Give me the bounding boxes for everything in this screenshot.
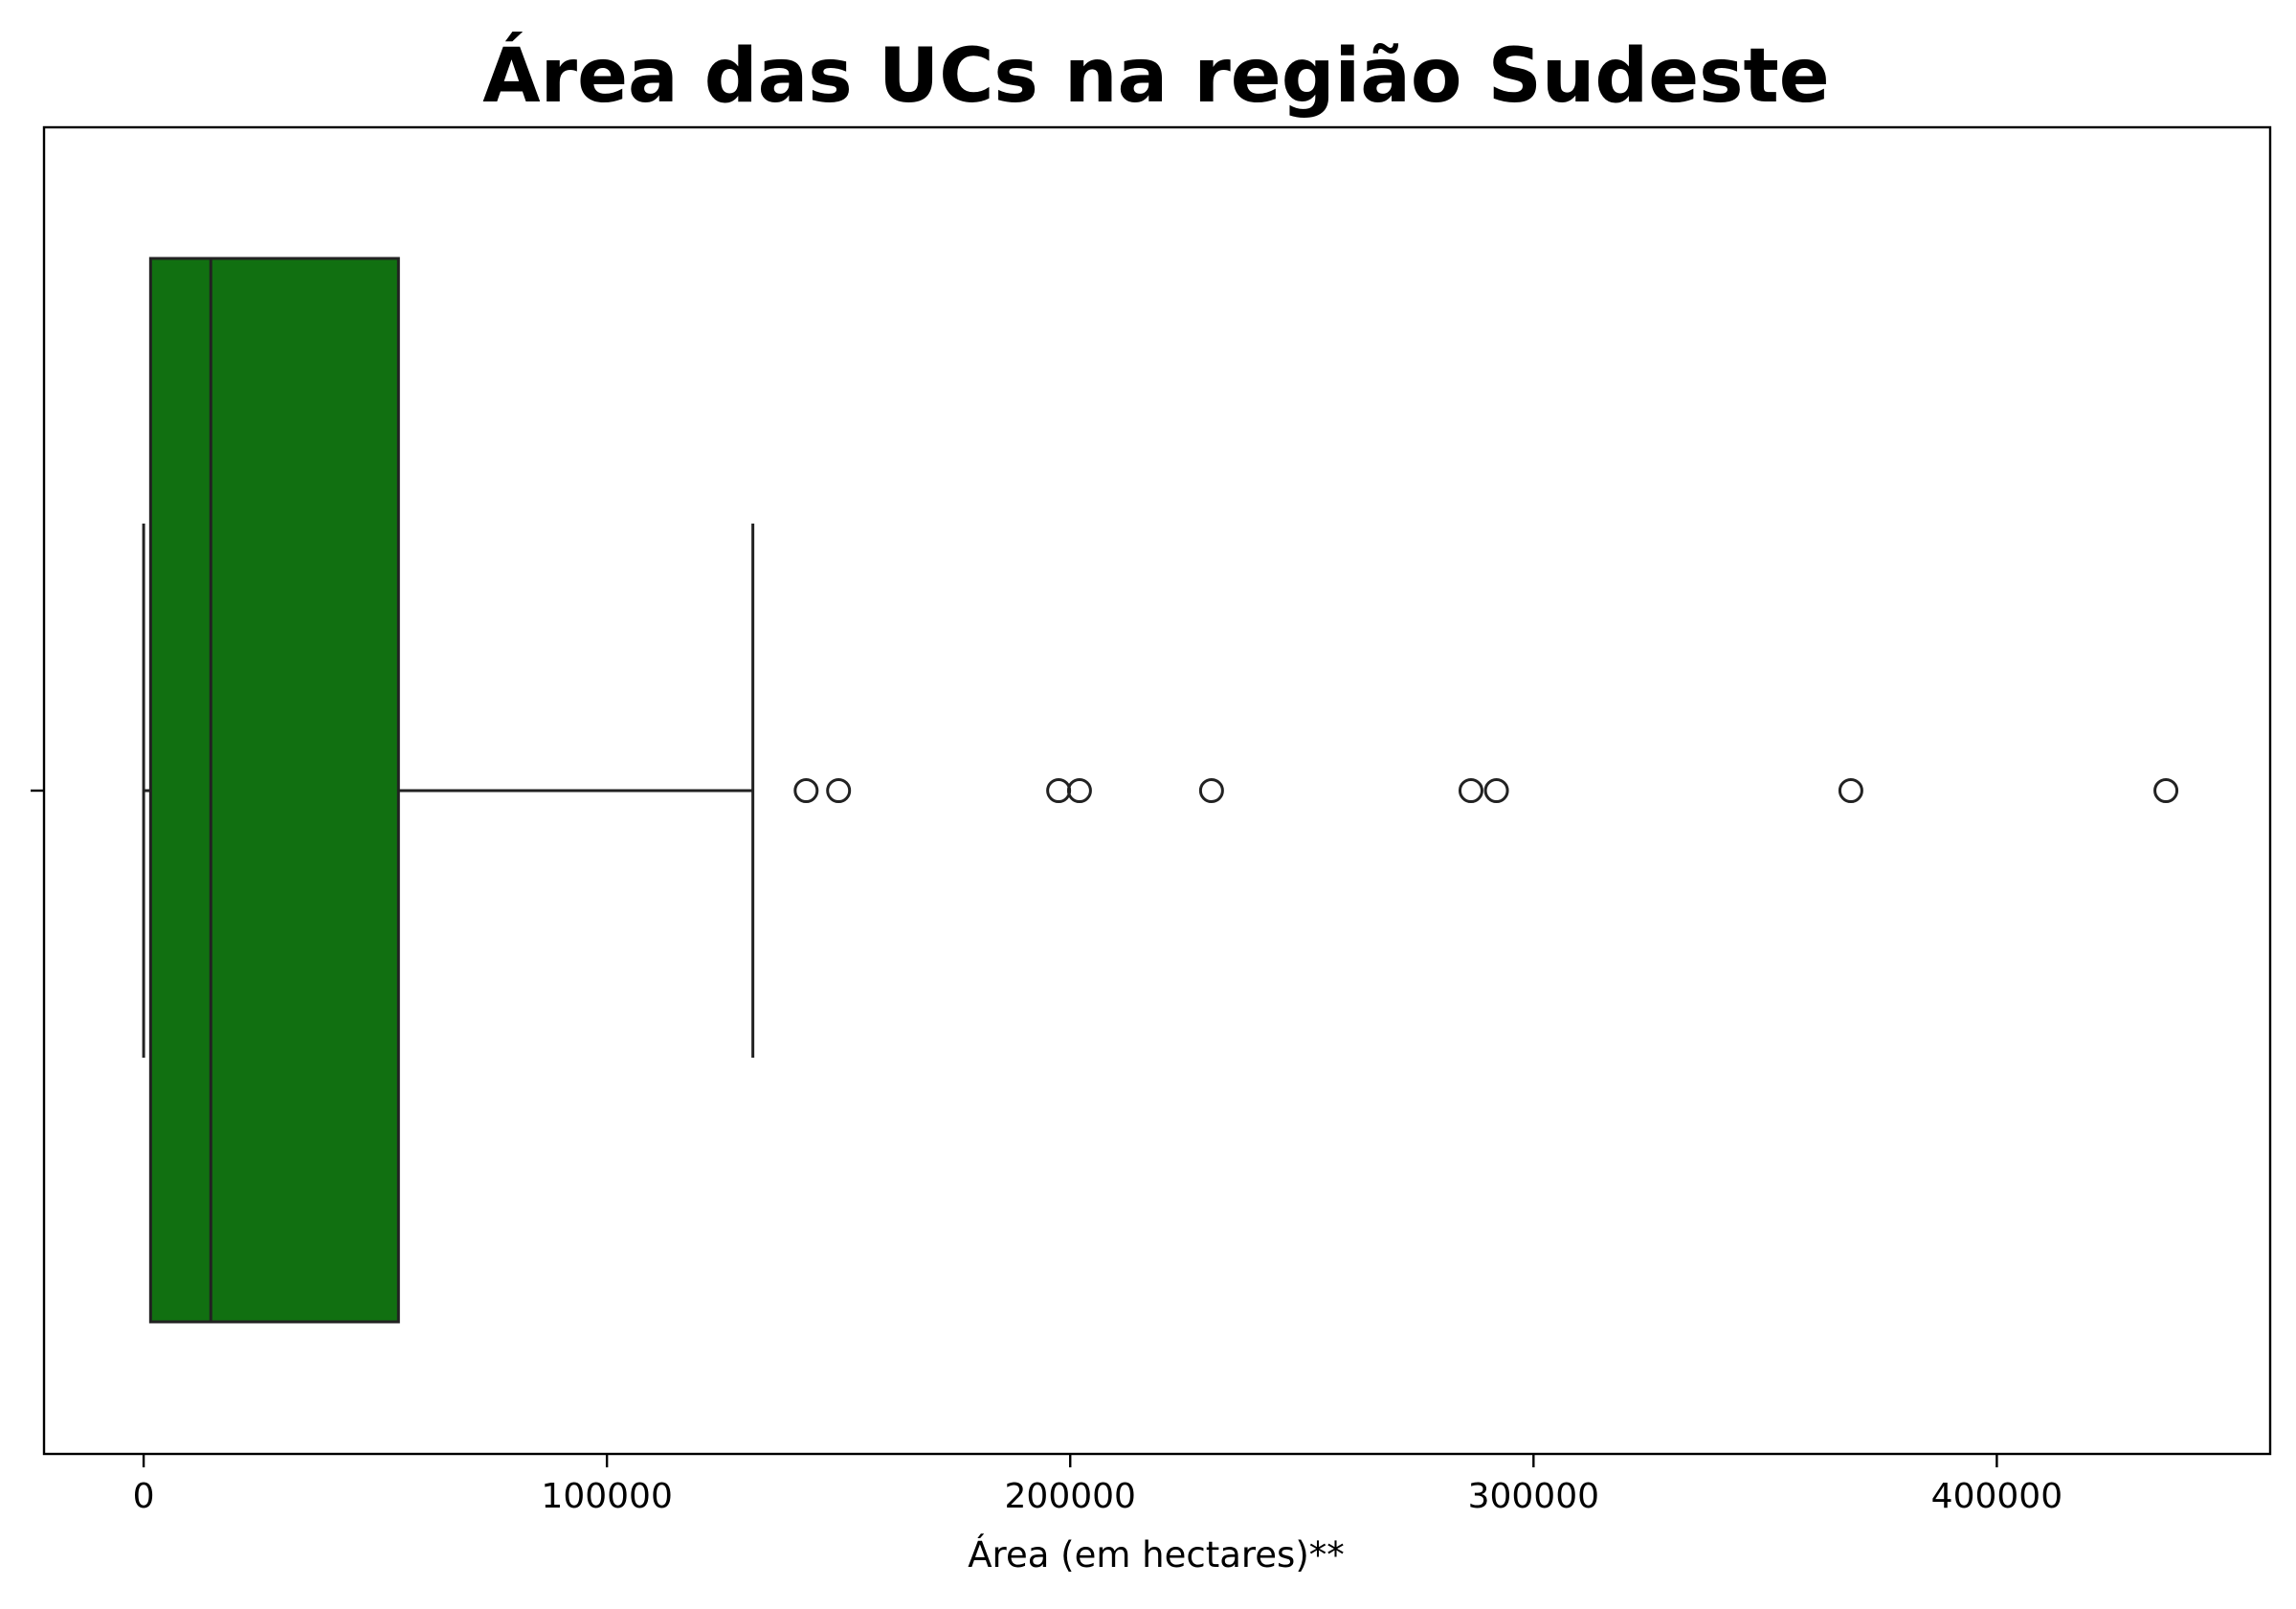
chart-title: Área das UCs na região Sudeste <box>482 32 1829 120</box>
outlier-point <box>826 778 852 803</box>
outlier-point <box>1046 778 1072 803</box>
interquartile-box <box>148 257 400 1324</box>
x-tick-label: 200000 <box>1005 1477 1136 1516</box>
x-tick-label: 0 <box>133 1477 155 1516</box>
outliers <box>793 778 2179 803</box>
outlier-point <box>1458 778 1483 803</box>
outlier-point <box>1198 778 1224 803</box>
x-tick-label: 400000 <box>1931 1477 2062 1516</box>
x-tick-label: 300000 <box>1468 1477 1599 1516</box>
box-plot <box>142 257 755 1324</box>
outlier-point <box>2153 778 2179 803</box>
x-axis-label: Área (em hectares)** <box>968 1533 1345 1575</box>
outlier-point <box>1483 778 1509 803</box>
outlier-point <box>1066 778 1092 803</box>
outlier-point <box>793 778 819 803</box>
x-tick-label: 100000 <box>541 1477 672 1516</box>
outlier-point <box>1838 778 1863 803</box>
x-axis: 0 100000 200000 300000 400000 <box>133 1454 2062 1516</box>
